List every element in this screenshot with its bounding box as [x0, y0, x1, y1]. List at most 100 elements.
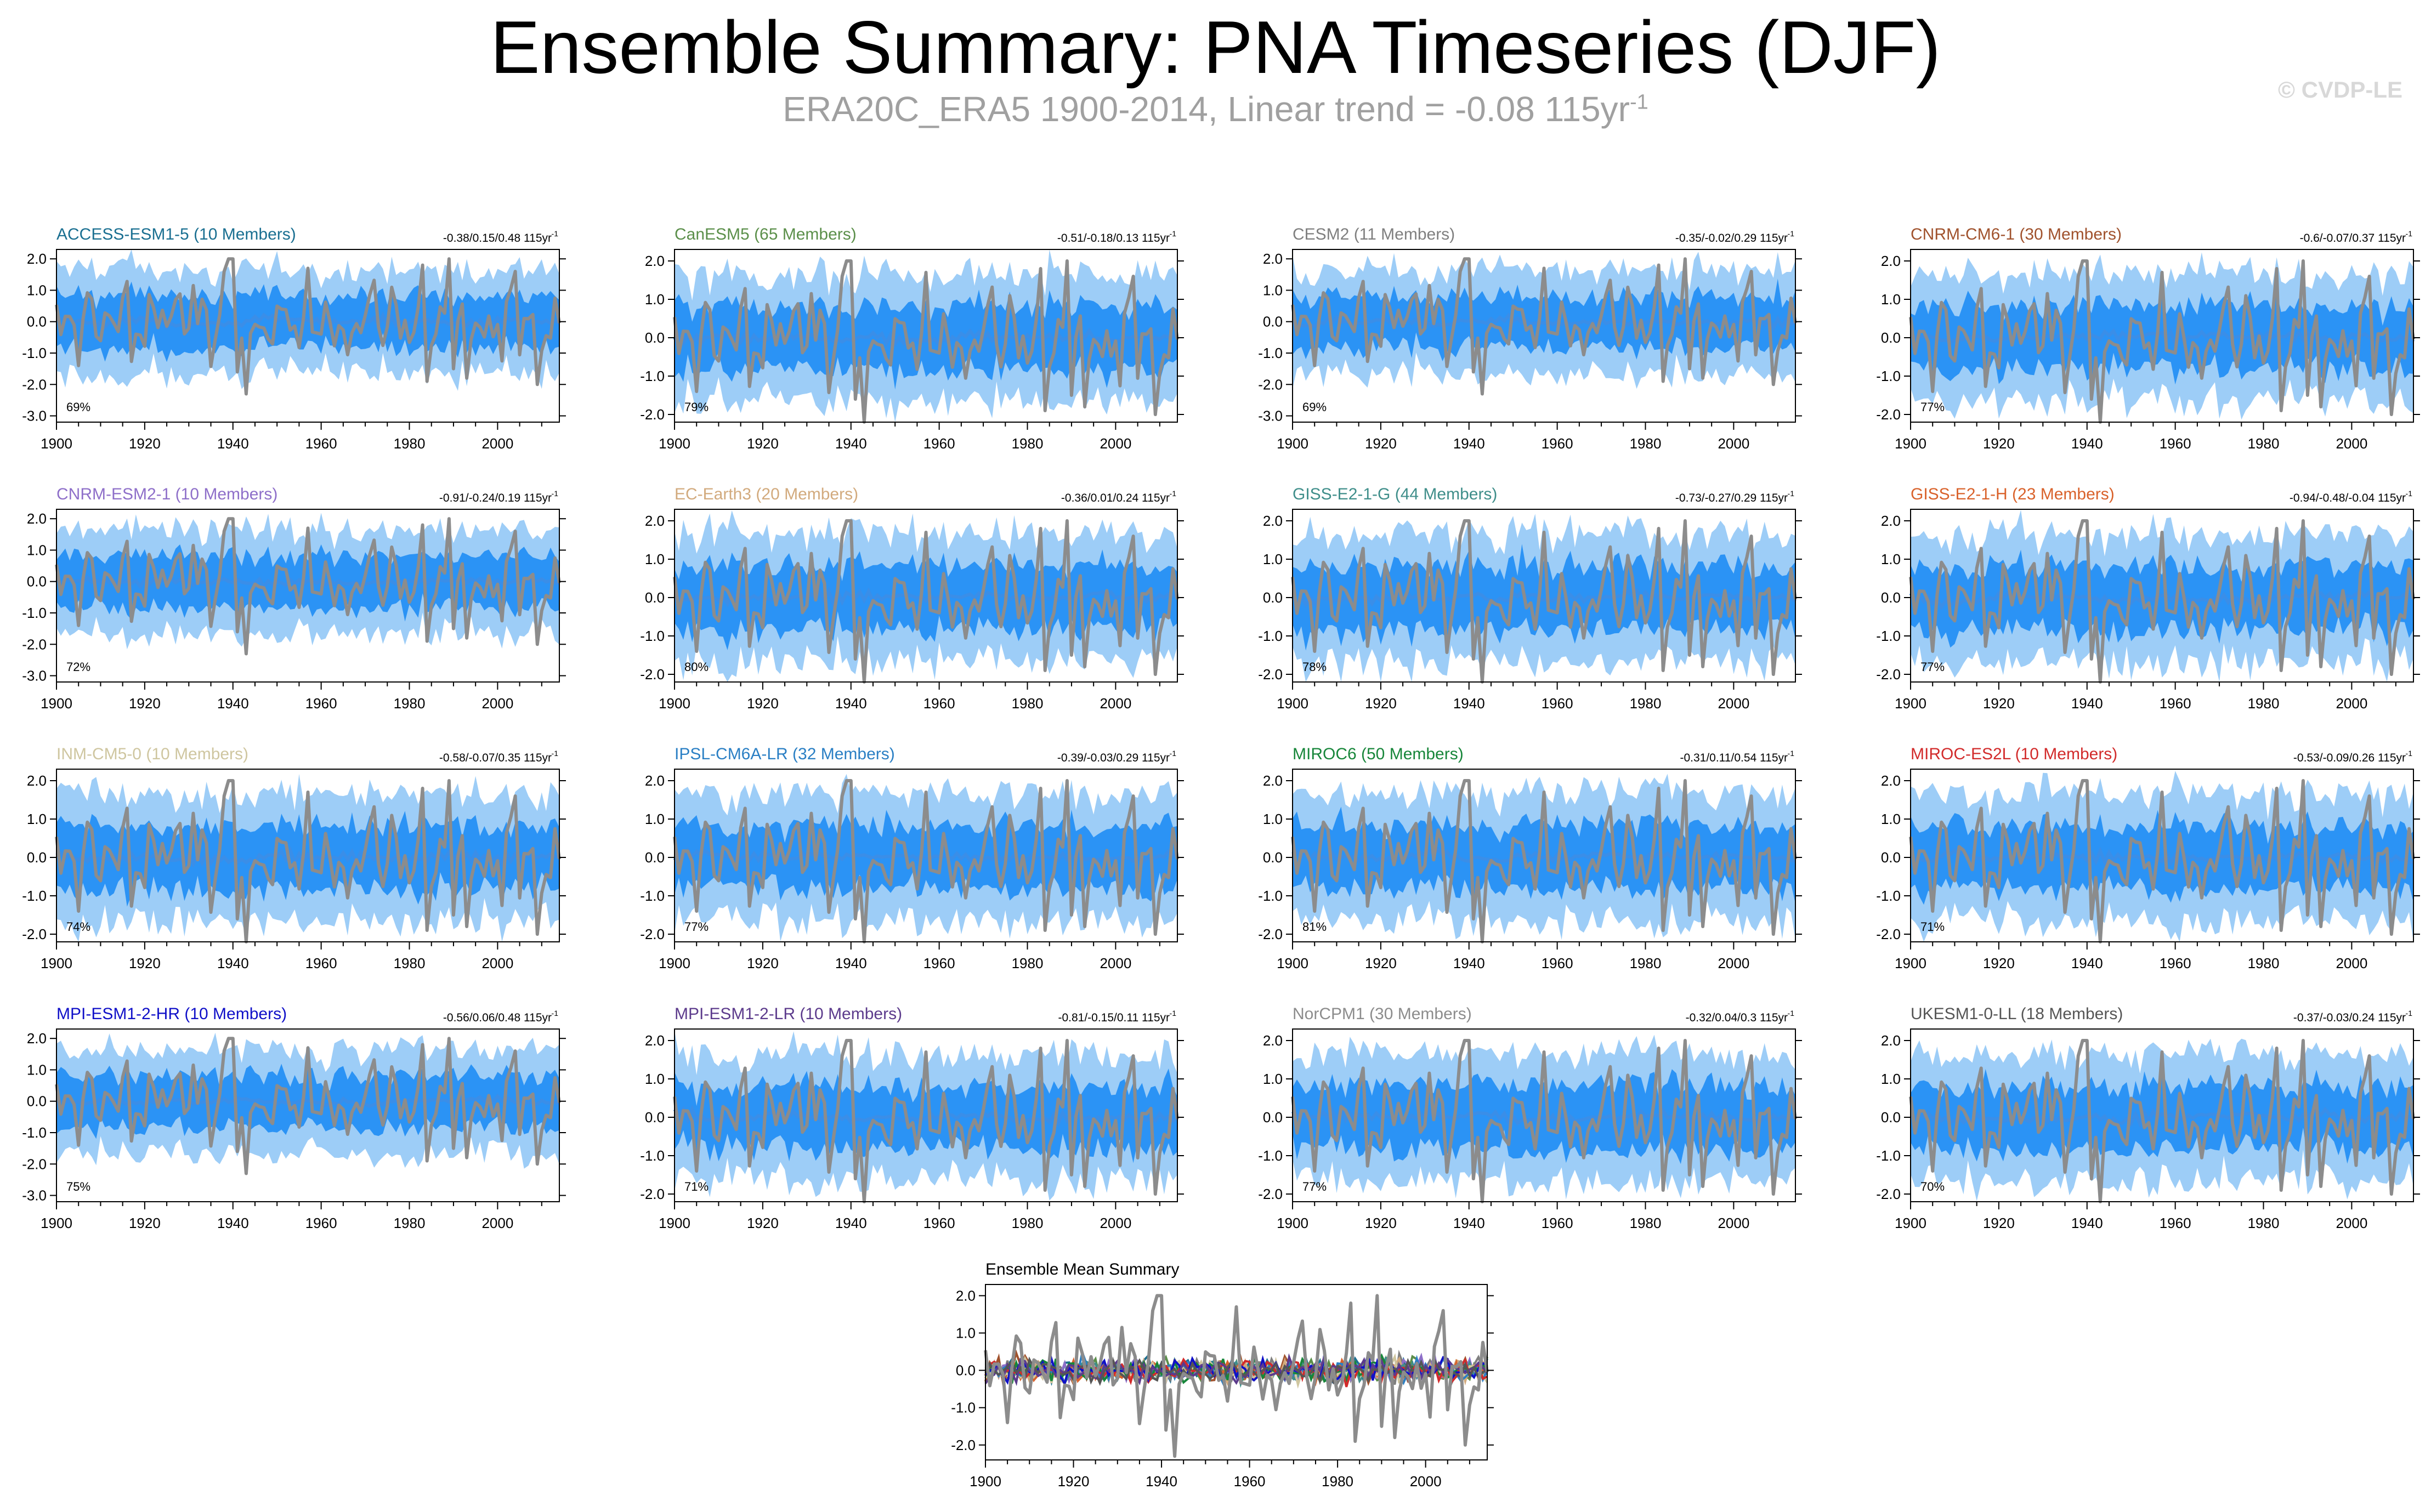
x-tick-label: 2000	[2336, 695, 2367, 712]
observed-line	[55, 1037, 561, 1175]
chart-panel: 2.0 1.0 0.0 -1.0 -2.0 -3.0 1900 1920 1940 1960 198…	[22, 225, 566, 452]
x-tick-label: 2000	[2336, 435, 2367, 452]
trend-superscript: -1	[552, 489, 559, 498]
x-tick-label: 1900	[1277, 435, 1308, 452]
y-tick-label: -1.0	[22, 888, 47, 904]
x-tick-label: 1980	[1630, 695, 1662, 712]
y-tick-label: -1.0	[640, 1147, 665, 1164]
x-tick-label: 1940	[217, 1215, 249, 1231]
y-tick-label: -3.0	[1258, 408, 1283, 424]
y-tick-label: 0.0	[27, 1093, 47, 1110]
x-tick-label: 1940	[835, 695, 867, 712]
x-tick-label: 1960	[2160, 955, 2191, 971]
y-tick-label: 0.0	[1263, 589, 1283, 606]
x-tick-label: 2000	[1410, 1473, 1442, 1490]
observed-line	[1909, 519, 2415, 684]
plot-frame	[56, 1028, 560, 1202]
y-tick-label: 1.0	[1881, 811, 1901, 827]
page-title: Ensemble Summary: PNA Timeseries (DJF)	[490, 5, 1941, 89]
panel-title: CanESM5 (65 Members)	[675, 225, 857, 243]
panel-title: INM-CM5-0 (10 Members)	[56, 745, 248, 763]
panel-title: UKESM1-0-LL (18 Members)	[1911, 1005, 2123, 1023]
y-tick-label: 0.0	[645, 589, 665, 606]
x-tick-label: 1960	[923, 955, 955, 971]
x-tick-label: 2000	[1718, 1215, 1749, 1231]
x-tick-label: 2000	[1100, 695, 1131, 712]
observed-line	[55, 517, 561, 656]
observed-line	[673, 519, 1179, 684]
x-tick-label: 1960	[1542, 955, 1573, 971]
x-tick-label: 1960	[1234, 1473, 1266, 1490]
chart-panel: 2.0 1.0 0.0 -1.0 -2.0 1900 1920 1940 1960 1980 200…	[640, 1005, 1184, 1231]
y-tick-label: 0.0	[1881, 329, 1901, 346]
x-tick-label: 1980	[2248, 695, 2280, 712]
x-tick-label: 1960	[305, 695, 337, 712]
chart-panel: 2.0 1.0 0.0 -1.0 -2.0 1900 1920 1940 1960 1980 200…	[1258, 485, 1802, 712]
trend-label: -0.94/-0.48/-0.04 115yr	[2290, 492, 2406, 504]
y-tick-label: -1.0	[1258, 628, 1283, 644]
x-tick-label: 2000	[1100, 1215, 1131, 1231]
x-tick-label: 2000	[1100, 955, 1131, 971]
plot-frame	[56, 769, 560, 942]
y-tick-label: 2.0	[1263, 251, 1283, 267]
x-tick-label: 1940	[217, 695, 249, 712]
chart-panel: 2.0 1.0 0.0 -1.0 -2.0 1900 1920 1940 1960 1980 200…	[640, 485, 1184, 712]
observed-line	[673, 1039, 1179, 1203]
y-tick-label: 1.0	[1263, 282, 1283, 298]
trend-superscript: -1	[1170, 749, 1177, 758]
y-tick-label: -1.0	[951, 1400, 976, 1416]
percent-label: 72%	[66, 660, 90, 674]
trend-label: -0.39/-0.03/0.29 115yr	[1057, 752, 1170, 764]
x-tick-label: 2000	[2336, 955, 2367, 971]
x-tick-label: 1920	[747, 695, 779, 712]
y-tick-label: -1.0	[1876, 628, 1901, 644]
trend-superscript: -1	[552, 1009, 559, 1018]
panel-title: IPSL-CM6A-LR (32 Members)	[675, 745, 895, 763]
x-tick-label: 1900	[659, 1215, 690, 1231]
ensemble-mean-line	[1909, 846, 2414, 867]
model-mean-line	[984, 1353, 1488, 1386]
trend-superscript: -1	[1788, 229, 1795, 238]
panel-title: GISS-E2-1-G (44 Members)	[1293, 485, 1497, 503]
y-tick-label: -1.0	[22, 345, 47, 361]
trend-superscript: -1	[1170, 229, 1177, 238]
x-tick-label: 1900	[1895, 955, 1926, 971]
y-tick-label: -2.0	[1876, 1186, 1901, 1202]
x-tick-label: 2000	[481, 695, 513, 712]
percent-label: 77%	[1920, 660, 1945, 674]
x-tick-label: 1920	[1058, 1473, 1090, 1490]
trend-superscript: -1	[2406, 749, 2413, 758]
y-tick-label: 0.0	[1881, 1109, 1901, 1126]
trend-superscript: -1	[552, 749, 559, 758]
x-tick-label: 1900	[1895, 695, 1926, 712]
x-tick-label: 1940	[1453, 435, 1485, 452]
y-tick-label: -2.0	[1258, 376, 1283, 393]
observed-line	[1909, 1039, 2415, 1203]
x-tick-label: 2000	[481, 435, 513, 452]
trend-label: -0.35/-0.02/0.29 115yr	[1675, 232, 1788, 245]
y-tick-label: 0.0	[1263, 1109, 1283, 1126]
x-tick-label: 1960	[1542, 1215, 1573, 1231]
x-tick-label: 1900	[41, 955, 72, 971]
x-tick-label: 1900	[970, 1473, 1001, 1490]
y-tick-label: -2.0	[640, 666, 665, 683]
y-tick-label: 2.0	[1263, 772, 1283, 789]
ensemble-mean-line	[1909, 589, 2415, 610]
observed-line	[1291, 257, 1797, 396]
x-tick-label: 1940	[217, 435, 249, 452]
percent-label: 71%	[1920, 920, 1945, 934]
x-tick-label: 1940	[2071, 955, 2103, 971]
y-tick-label: 1.0	[645, 551, 665, 567]
trend-superscript: -1	[2406, 229, 2413, 238]
percent-label: 80%	[684, 660, 709, 674]
x-tick-label: 1920	[1983, 1215, 2015, 1231]
trend-superscript: -1	[2406, 1009, 2413, 1018]
x-tick-label: 1920	[747, 1215, 779, 1231]
y-tick-label: 2.0	[27, 1030, 47, 1047]
percent-label: 77%	[684, 920, 709, 934]
panel-title: CNRM-CM6-1 (30 Members)	[1911, 225, 2122, 243]
y-tick-label: 2.0	[27, 772, 47, 789]
trend-label: -0.6/-0.07/0.37 115yr	[2300, 232, 2406, 245]
y-tick-label: 0.0	[645, 1109, 665, 1126]
x-tick-label: 2000	[481, 1215, 513, 1231]
